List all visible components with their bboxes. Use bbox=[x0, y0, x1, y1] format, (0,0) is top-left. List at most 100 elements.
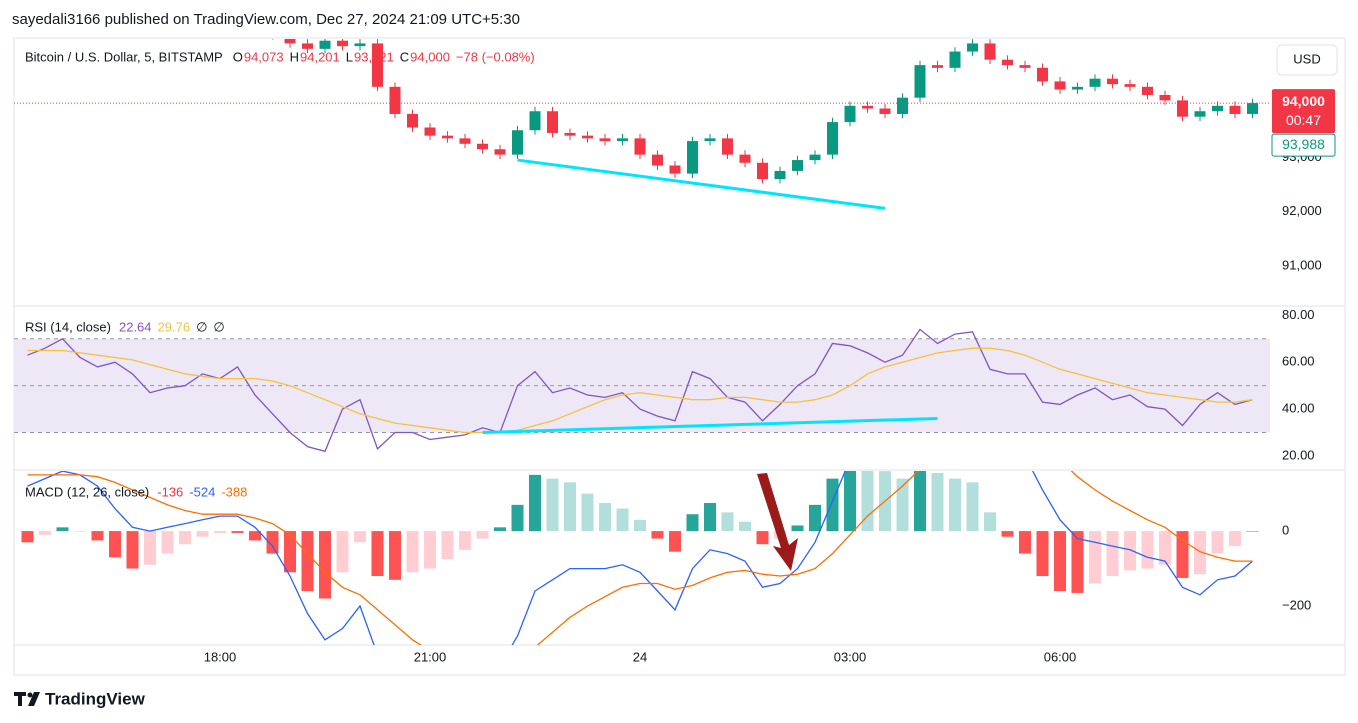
histogram-bar bbox=[371, 531, 384, 577]
candle-body bbox=[284, 39, 296, 44]
histogram-bar bbox=[319, 531, 331, 599]
candle-body bbox=[302, 43, 313, 49]
histogram-bar bbox=[1246, 531, 1259, 532]
legend-value: 94,201 bbox=[300, 49, 340, 64]
legend-title: RSI (14, close) bbox=[25, 319, 111, 334]
last-price-box bbox=[1272, 89, 1335, 134]
last-price-label: 94,000 bbox=[1282, 93, 1325, 109]
candle-body bbox=[949, 51, 961, 68]
histogram-bar bbox=[1141, 531, 1154, 569]
legend-value: 94,000 bbox=[410, 49, 450, 64]
candle-body bbox=[1212, 105, 1223, 112]
candle-body bbox=[757, 162, 768, 180]
pane bbox=[272, 39, 1258, 210]
histogram-bar bbox=[896, 478, 909, 532]
candle-body bbox=[337, 40, 348, 47]
histogram-bar bbox=[1229, 531, 1241, 547]
legend-key: H bbox=[290, 49, 299, 64]
x-tick-label: 06:00 bbox=[1044, 649, 1077, 664]
candle-body bbox=[1002, 59, 1013, 66]
candle-body bbox=[914, 65, 926, 98]
legend-title: MACD (12, 26, close) bbox=[25, 484, 149, 499]
histogram-bar bbox=[931, 472, 944, 532]
histogram-bar bbox=[564, 482, 576, 532]
candle-body bbox=[547, 111, 558, 133]
histogram-bar bbox=[651, 531, 664, 539]
histogram-bar bbox=[266, 531, 279, 554]
annotation-arrow bbox=[757, 473, 798, 571]
legend-value: -524 bbox=[189, 484, 215, 499]
histogram-bar bbox=[56, 527, 69, 532]
histogram-bar bbox=[74, 531, 86, 532]
histogram-bar bbox=[336, 531, 349, 573]
candle-body bbox=[879, 108, 891, 114]
candle-body bbox=[1142, 86, 1153, 95]
candle-body bbox=[442, 135, 453, 139]
histogram-bar bbox=[914, 471, 926, 532]
candle-body bbox=[564, 132, 576, 136]
y-tick-label: 20.00 bbox=[1282, 447, 1315, 462]
legend-value: 93,921 bbox=[354, 49, 394, 64]
histogram-bar bbox=[861, 471, 874, 532]
logo-part bbox=[18, 692, 22, 706]
candle-body bbox=[862, 105, 873, 109]
candle-body bbox=[984, 43, 996, 60]
histogram-bar bbox=[739, 521, 751, 532]
series-line bbox=[27, 471, 1253, 645]
histogram-bar bbox=[844, 471, 856, 532]
currency-label[interactable]: USD bbox=[1293, 51, 1320, 66]
histogram-bar bbox=[511, 504, 524, 532]
histogram-bar bbox=[1159, 531, 1171, 565]
candle-body bbox=[512, 130, 523, 155]
histogram-bar bbox=[161, 531, 174, 554]
histogram-bar bbox=[791, 525, 804, 532]
candle-body bbox=[634, 138, 646, 155]
logo-part bbox=[28, 692, 40, 706]
brand-logo bbox=[14, 692, 40, 706]
histogram-bar bbox=[476, 531, 489, 539]
bid-label: 93,988 bbox=[1282, 136, 1325, 152]
pane bbox=[14, 328, 1270, 453]
legend-title: Bitcoin / U.S. Dollar, 5, BITSTAMP bbox=[25, 49, 223, 64]
histogram-bar bbox=[1211, 531, 1224, 554]
histogram-bar bbox=[599, 502, 611, 532]
series-line bbox=[27, 347, 1253, 434]
histogram-bar bbox=[109, 531, 121, 558]
candle-body bbox=[617, 138, 628, 142]
pane bbox=[21, 471, 1259, 645]
candle-body bbox=[1037, 67, 1048, 82]
candle-body bbox=[1019, 65, 1031, 68]
histogram-bar bbox=[91, 531, 104, 541]
histogram-bar bbox=[1194, 531, 1206, 575]
candle-body bbox=[809, 154, 821, 161]
histogram-bar bbox=[984, 512, 996, 532]
histogram-bar bbox=[389, 531, 401, 580]
candle-body bbox=[844, 105, 856, 123]
histogram-bar bbox=[704, 502, 716, 532]
histogram-bar bbox=[1124, 531, 1136, 571]
x-tick-label: 24 bbox=[633, 649, 647, 664]
brand-name: TradingView bbox=[45, 689, 146, 708]
histogram-bar bbox=[1019, 531, 1031, 554]
logo-part bbox=[27, 692, 33, 698]
y-tick-label: 80.00 bbox=[1282, 307, 1315, 322]
candle-body bbox=[529, 111, 541, 131]
legend-key: O bbox=[233, 49, 243, 64]
candle-body bbox=[372, 43, 383, 87]
histogram-bar bbox=[1106, 531, 1119, 577]
histogram-bar bbox=[1036, 531, 1049, 577]
histogram-bar bbox=[721, 512, 734, 532]
candle-body bbox=[459, 138, 471, 144]
candle-body bbox=[1054, 81, 1066, 90]
candle-body bbox=[1229, 105, 1241, 114]
histogram-bar bbox=[126, 531, 139, 569]
candle-body bbox=[1124, 84, 1136, 87]
legend-key: C bbox=[400, 49, 409, 64]
trendline bbox=[517, 158, 886, 210]
currency-button[interactable] bbox=[1276, 44, 1338, 76]
candle-body bbox=[967, 43, 978, 52]
histogram-bar bbox=[21, 531, 34, 543]
histogram-bar bbox=[546, 478, 559, 532]
candle-body bbox=[582, 135, 593, 139]
histogram-bar bbox=[1054, 531, 1066, 592]
